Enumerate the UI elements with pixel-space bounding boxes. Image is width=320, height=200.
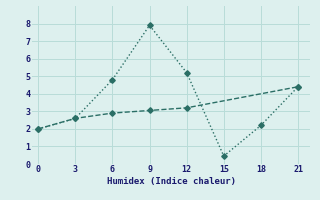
X-axis label: Humidex (Indice chaleur): Humidex (Indice chaleur): [107, 177, 236, 186]
